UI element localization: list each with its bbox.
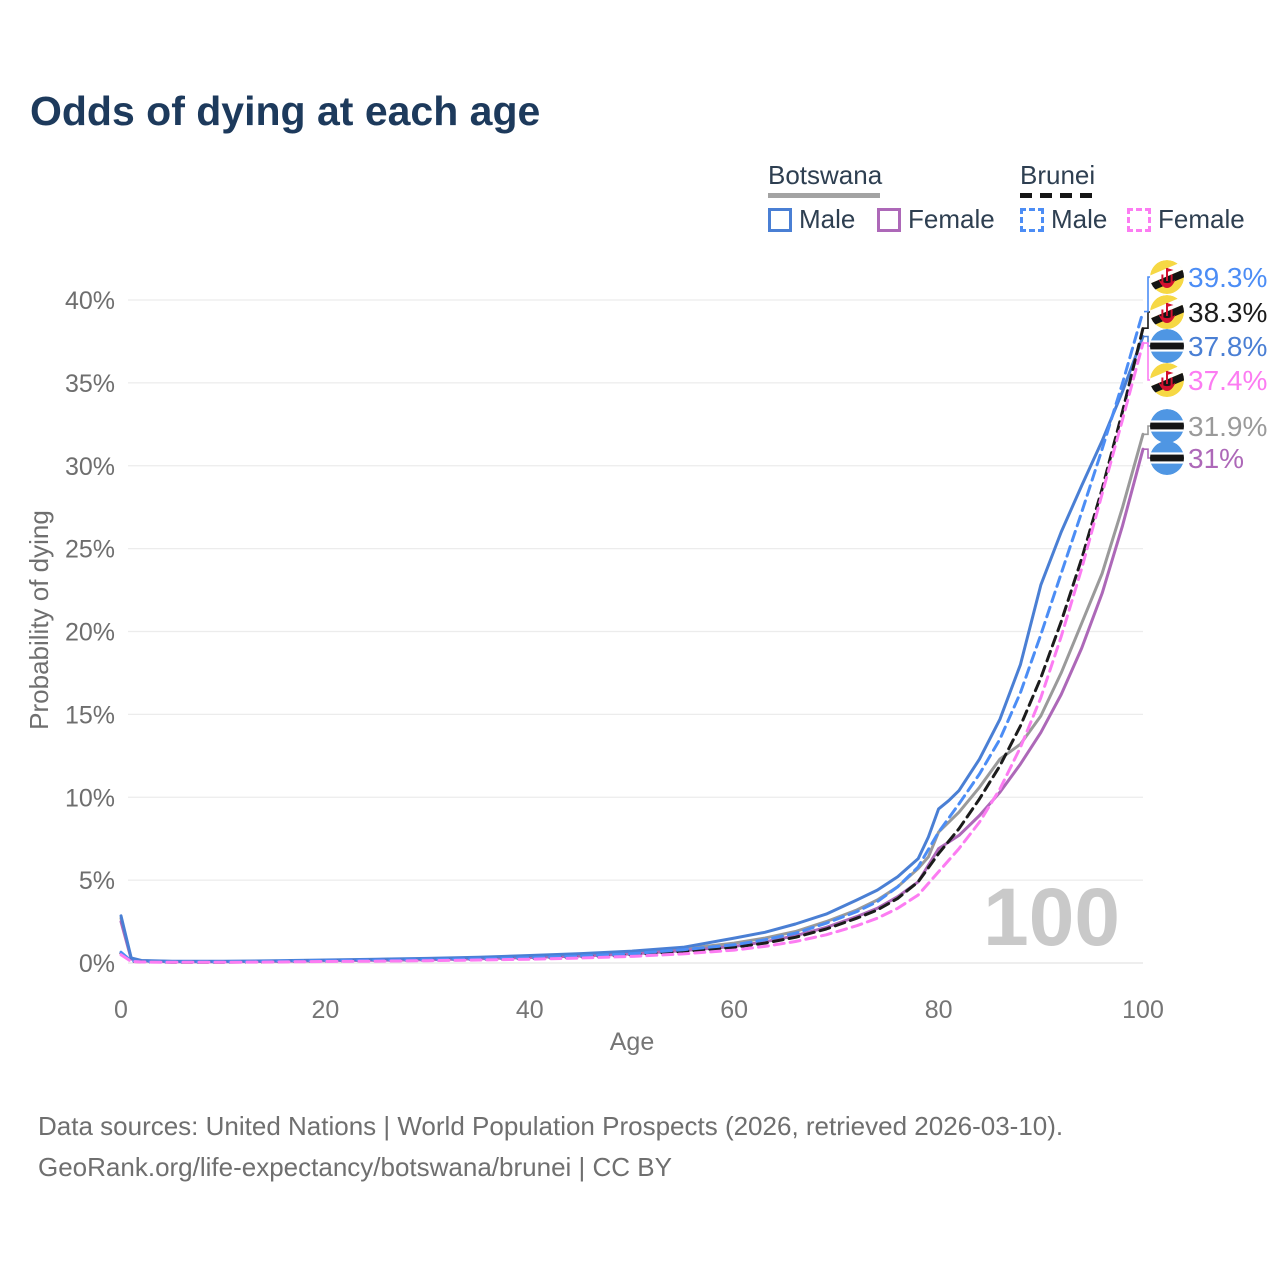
y-tick-label: 30% [65,453,115,481]
brunei-male-swatch-icon [1020,207,1044,232]
legend-item-label: Male [799,204,856,234]
y-tick-label: 40% [65,287,115,315]
label-connector [1144,276,1152,313]
y-tick-label: 25% [65,536,115,564]
y-tick-label: 35% [65,370,115,398]
x-tick-label: 100 [1122,996,1164,1024]
end-value-label: 37.4% [1188,365,1267,396]
series-line-brunei-total [119,326,1145,964]
botswana-solid-line-sample [768,193,880,198]
series-line-botswana-male [119,335,1145,963]
legend-item-brunei-male[interactable]: Male [1020,204,1107,235]
series-line-brunei-female [119,341,1145,964]
legend-item-label: Male [1051,204,1108,234]
x-axis-title: Age [610,1028,654,1056]
legend-item-botswana-male[interactable]: Male [768,204,855,235]
end-value-label: 37.8% [1188,331,1267,362]
age-watermark: 100 [983,872,1120,963]
y-tick-label: 0% [79,950,115,978]
botswana-female-swatch-icon [877,207,901,232]
y-tick-label: 20% [65,619,115,647]
x-tick-label: 60 [720,996,748,1024]
series-line-brunei-male [119,310,1145,964]
end-value-label: 38.3% [1188,297,1267,328]
botswana-flag-icon [1150,441,1184,475]
brunei-female-swatch-icon [1127,207,1151,232]
x-tick-label: 80 [925,996,953,1024]
x-tick-label: 20 [311,996,339,1024]
data-sources-line2: GeoRank.org/life-expectancy/botswana/bru… [38,1152,672,1182]
y-tick-label: 15% [65,701,115,729]
legend-item-brunei-female[interactable]: Female [1127,204,1245,235]
legend-group-botswana: Botswana [768,160,883,190]
botswana-male-swatch-icon [768,207,792,232]
legend-item-label: Female [908,204,995,234]
botswana-flag-icon [1150,409,1184,443]
x-tick-label: 40 [516,996,544,1024]
y-axis-title: Probability of dying [24,510,54,730]
botswana-flag-icon [1150,329,1184,363]
end-value-label: 31% [1188,443,1244,474]
data-sources-line1: Data sources: United Nations | World Pop… [38,1111,1064,1141]
end-value-label: 31.9% [1188,411,1267,442]
brunei-flag-icon [1145,363,1190,397]
legend: Botswana Brunei Male Female Male Female [0,160,1280,240]
y-tick-label: 5% [79,867,115,895]
end-value-label: 39.3% [1188,262,1267,293]
page-title: Odds of dying at each age [30,88,541,134]
legend-item-label: Female [1158,204,1245,234]
y-tick-label: 10% [65,784,115,812]
brunei-flag-icon [1145,295,1190,329]
data-sources: Data sources: United Nations | World Pop… [38,1106,1063,1188]
legend-item-botswana-female[interactable]: Female [877,204,995,235]
brunei-dashed-line-sample [1020,193,1100,198]
x-tick-label: 0 [114,996,128,1024]
legend-group-brunei: Brunei [1020,160,1096,190]
brunei-flag-icon [1145,260,1190,294]
